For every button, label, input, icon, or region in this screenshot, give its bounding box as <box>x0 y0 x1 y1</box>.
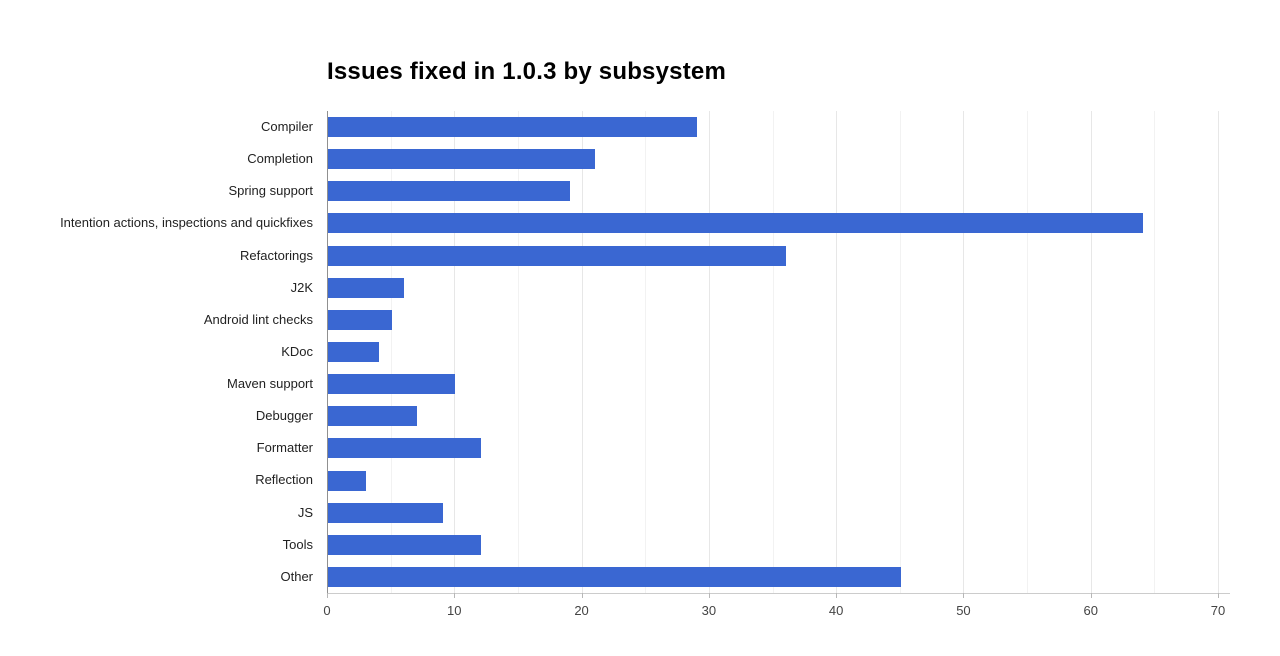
bar-compiler <box>328 117 698 138</box>
gridline <box>836 111 838 593</box>
gridline <box>581 111 583 593</box>
gridline <box>963 111 965 593</box>
bar-android-lint-checks <box>328 309 392 330</box>
category-label: KDoc <box>281 343 313 359</box>
gridline <box>390 111 392 593</box>
x-tick-label: 20 <box>574 603 589 618</box>
category-label: Spring support <box>228 183 313 199</box>
bar-debugger <box>328 406 418 427</box>
category-label: Intention actions, inspections and quick… <box>60 215 313 231</box>
x-tick-mark <box>708 593 710 598</box>
bar-intention-actions-inspections-and-quickfixes <box>328 213 1143 234</box>
x-tick-label: 30 <box>701 603 717 618</box>
x-tick-mark <box>454 593 456 598</box>
gridline <box>1154 111 1156 593</box>
bar-completion <box>328 149 596 170</box>
bar-j2k <box>328 277 405 298</box>
x-tick-label: 60 <box>1083 603 1098 618</box>
x-tick-label: 10 <box>447 603 462 618</box>
category-label: Maven support <box>227 376 313 392</box>
x-tick-mark <box>1090 593 1092 598</box>
bar-maven-support <box>328 374 456 395</box>
category-label: Refactorings <box>240 247 313 263</box>
x-tick-mark <box>963 593 965 598</box>
bar-formatter <box>328 438 481 459</box>
gridline <box>708 111 710 593</box>
x-tick-mark <box>836 593 838 598</box>
category-label: J2K <box>290 279 313 295</box>
category-label: Android lint checks <box>203 311 313 327</box>
gridline <box>1027 111 1029 593</box>
x-axis-baseline <box>327 593 1230 594</box>
y-axis-line <box>327 111 328 594</box>
gridline <box>517 111 519 593</box>
category-label: JS <box>297 504 313 520</box>
category-label: Compiler <box>260 119 313 134</box>
bar-kdoc <box>328 342 379 362</box>
bar-refactorings <box>328 245 787 266</box>
bar-tools <box>328 534 481 555</box>
gridline <box>454 111 456 593</box>
chart-title: Issues fixed in 1.0.3 by subsystem <box>327 58 726 85</box>
x-tick-label: 50 <box>956 603 971 618</box>
category-label: Other <box>280 568 313 584</box>
bar-other <box>328 566 901 587</box>
bar-spring-support <box>328 181 570 202</box>
category-label: Debugger <box>255 408 313 424</box>
category-label: Reflection <box>255 472 313 488</box>
gridline <box>1090 111 1092 593</box>
x-tick-mark <box>581 593 583 598</box>
gridline <box>645 111 647 593</box>
x-tick-mark <box>327 593 328 598</box>
x-tick-label: 0 <box>323 603 331 618</box>
x-tick-label: 40 <box>828 603 844 618</box>
category-label: Tools <box>282 536 313 552</box>
gridline <box>899 111 901 593</box>
category-label: Formatter <box>256 440 313 456</box>
bar-reflection <box>328 470 367 491</box>
category-label: Completion <box>247 151 313 167</box>
bar-js <box>328 502 443 523</box>
gridline <box>772 111 774 593</box>
x-tick-label: 70 <box>1210 603 1226 618</box>
x-tick-mark <box>1218 593 1219 598</box>
gridline <box>1218 111 1219 593</box>
